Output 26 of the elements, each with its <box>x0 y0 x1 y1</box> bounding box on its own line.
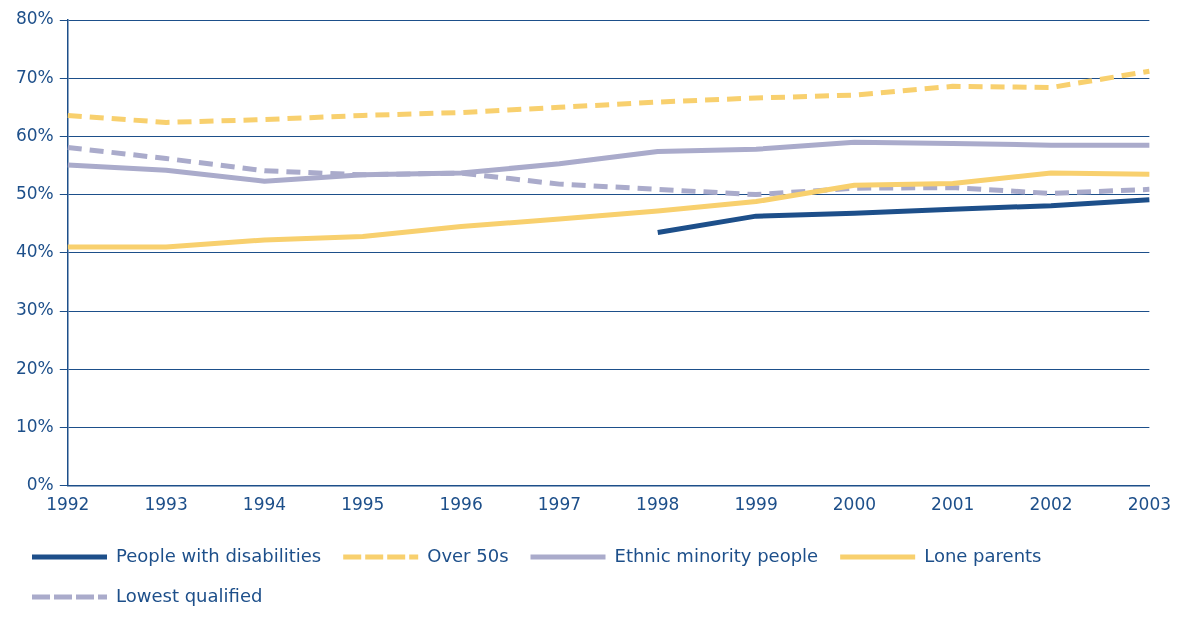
x-tick-label: 1996 <box>439 494 483 515</box>
x-tick-label: 2001 <box>931 494 975 515</box>
legend-label: Ethnic minority people <box>614 544 819 566</box>
x-tick-label: 1995 <box>341 494 385 515</box>
x-tick-label: 1992 <box>46 494 90 515</box>
y-tick-label: 70% <box>15 66 54 87</box>
x-tick-label: 2002 <box>1029 494 1073 515</box>
x-tick-label: 1994 <box>242 494 287 515</box>
y-tick-label: 30% <box>15 299 54 320</box>
x-tick-label: 2003 <box>1127 494 1171 515</box>
x-tick-label: 1999 <box>734 494 778 515</box>
x-tick-label: 1993 <box>144 494 188 515</box>
legend-label: People with disabilities <box>116 544 322 566</box>
y-tick-label: 40% <box>15 241 54 262</box>
x-tick-label: 1997 <box>537 494 582 515</box>
legend-label: Over 50s <box>427 544 509 566</box>
x-tick-label: 1998 <box>636 494 680 515</box>
legend-label: Lone parents <box>924 544 1042 566</box>
y-tick-label: 0% <box>26 474 54 495</box>
y-tick-label: 20% <box>15 357 54 378</box>
y-tick-label: 10% <box>15 415 54 436</box>
y-tick-label: 50% <box>15 183 54 204</box>
y-tick-label: 60% <box>15 124 54 145</box>
legend-label: Lowest qualified <box>116 584 263 606</box>
x-tick-label: 2000 <box>832 494 877 515</box>
y-tick-label: 80% <box>15 8 54 29</box>
